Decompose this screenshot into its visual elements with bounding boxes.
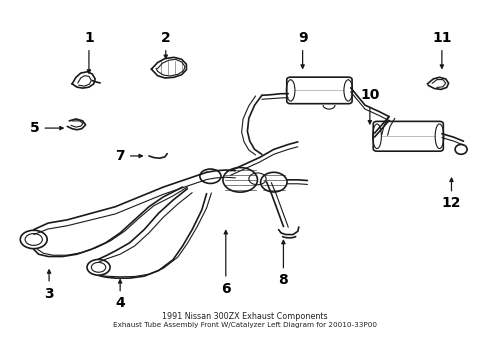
Text: 9: 9 <box>298 31 307 68</box>
Text: 10: 10 <box>360 88 380 124</box>
Text: 1: 1 <box>84 31 94 73</box>
Text: 6: 6 <box>221 230 231 296</box>
FancyBboxPatch shape <box>287 77 352 104</box>
Text: 2: 2 <box>161 31 171 58</box>
Text: 7: 7 <box>115 149 143 163</box>
Text: 8: 8 <box>278 240 288 287</box>
Text: Exhaust Tube Assembly Front W/Catalyzer Left Diagram for 20010-33P00: Exhaust Tube Assembly Front W/Catalyzer … <box>113 322 377 328</box>
Text: 1991 Nissan 300ZX Exhaust Components: 1991 Nissan 300ZX Exhaust Components <box>162 311 328 320</box>
Text: 4: 4 <box>115 280 125 310</box>
Text: 12: 12 <box>442 178 461 211</box>
Text: 11: 11 <box>432 31 452 68</box>
FancyBboxPatch shape <box>373 121 443 151</box>
Text: 3: 3 <box>44 270 54 301</box>
Text: 5: 5 <box>30 121 63 135</box>
